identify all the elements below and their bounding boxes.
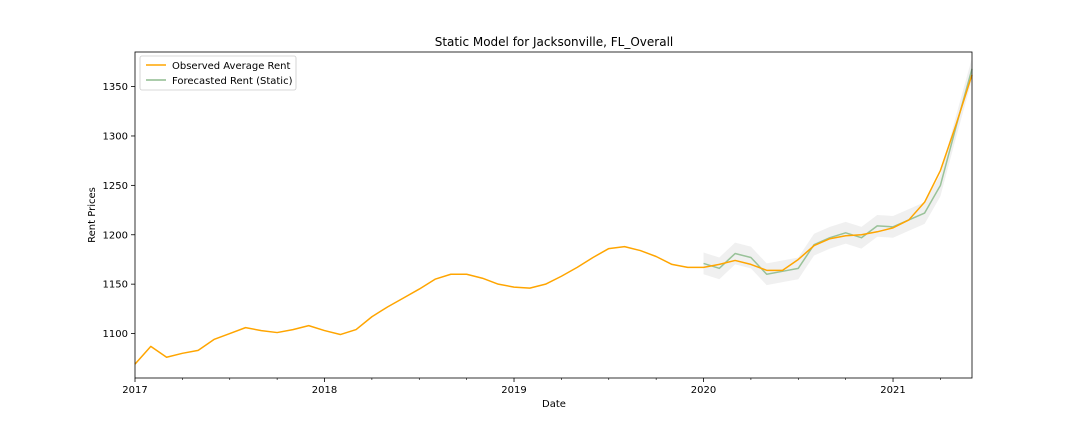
y-tick-label: 1200	[103, 230, 128, 241]
observed-rent-line	[134, 74, 973, 365]
series-lines-layer	[134, 68, 973, 365]
x-tick-label: 2021	[880, 385, 905, 396]
y-tick-label: 1350	[103, 82, 128, 93]
forecast-rent-line	[703, 68, 973, 276]
legend-box	[139, 55, 297, 91]
legend-label-observed: Observed Average Rent	[172, 61, 291, 72]
chart-title: Static Model for Jacksonville, FL_Overal…	[435, 35, 674, 49]
confidence-band-layer	[703, 57, 972, 286]
x-tick-label: 2017	[122, 385, 147, 396]
plot-area-frame	[134, 51, 973, 379]
forecast-confidence-band	[703, 57, 972, 286]
y-tick-label: 1100	[103, 329, 128, 340]
x-tick-label: 2018	[312, 385, 337, 396]
x-tick-label: 2019	[501, 385, 526, 396]
y-tick-label: 1150	[103, 280, 128, 291]
y-tick-label: 1250	[103, 181, 128, 192]
x-axis-label: Date	[542, 399, 566, 410]
y-axis-ticks: 1100 1150 1200 1250 1300 1350	[103, 82, 135, 340]
legend: Observed Average Rent Forecasted Rent (S…	[139, 55, 297, 91]
x-axis-ticks: 2017 2018 2019 2020 2021	[122, 378, 941, 396]
legend-label-forecast: Forecasted Rent (Static)	[172, 76, 293, 87]
x-tick-label: 2020	[691, 385, 716, 396]
y-tick-label: 1300	[103, 131, 128, 142]
y-axis-label: Rent Prices	[87, 187, 98, 243]
